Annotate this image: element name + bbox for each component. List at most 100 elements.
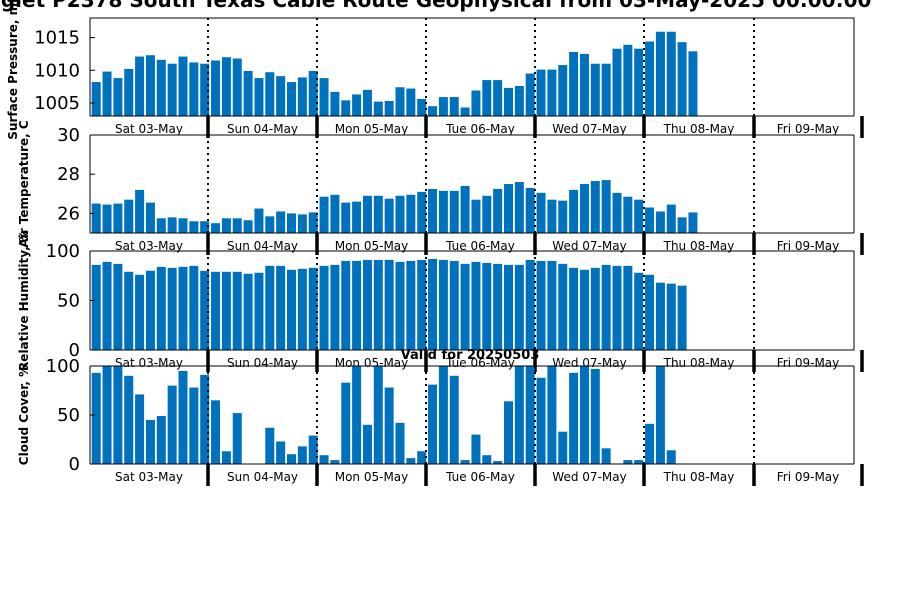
bar [547, 260, 557, 350]
bar [504, 401, 513, 464]
bar [189, 62, 199, 116]
bar [200, 374, 210, 464]
bar [655, 211, 665, 233]
chart-subtitle: Valid for 20250503 [401, 348, 540, 363]
bar [558, 431, 568, 464]
bar [362, 424, 372, 464]
bar [91, 372, 101, 464]
x-tick-label: Tue 06-May [445, 122, 515, 136]
y-tick-label: 0 [69, 340, 80, 361]
x-tick-label: Mon 05-May [335, 470, 409, 484]
x-tick-label: Thu 08-May [663, 356, 735, 370]
bar [341, 100, 351, 116]
bar [634, 272, 644, 350]
y-tick-label: 30 [57, 125, 80, 146]
bar [308, 267, 318, 350]
bar [341, 202, 351, 233]
bar [319, 455, 329, 464]
y-tick-label: 1010 [34, 60, 80, 81]
bar [666, 450, 676, 464]
bar [666, 283, 676, 350]
bar [189, 387, 199, 464]
bar [276, 441, 286, 464]
x-tick-label: Sat 03-May [115, 239, 183, 253]
bar [536, 377, 546, 464]
bar [124, 68, 134, 116]
y-tick-label: 100 [46, 356, 80, 377]
bar [449, 97, 459, 116]
bar [406, 260, 416, 350]
bar [655, 282, 665, 350]
bar [221, 57, 231, 116]
bar [102, 71, 112, 116]
bar [493, 80, 503, 116]
bar [178, 370, 188, 464]
bar [504, 87, 513, 116]
bar [525, 73, 535, 116]
bar [655, 366, 665, 464]
bar [579, 184, 589, 233]
bar [297, 268, 307, 350]
bar [536, 69, 546, 116]
x-tick-label: Thu 08-May [663, 239, 735, 253]
bar [688, 212, 698, 233]
bar [471, 434, 481, 464]
bar [655, 31, 665, 116]
bar [666, 204, 676, 233]
x-tick-label: Sat 03-May [115, 470, 183, 484]
bar [612, 48, 622, 116]
x-tick-label: Wed 07-May [552, 239, 626, 253]
bar [308, 212, 318, 233]
bar [417, 191, 427, 233]
bar [438, 259, 448, 350]
bar [232, 218, 242, 233]
panels-layer: 1005 1010 1015 Sat 03-May Sun 04-May Mon 05-M… [6, 0, 864, 486]
bar [569, 51, 579, 116]
bar [612, 265, 622, 350]
bar [525, 187, 535, 233]
bar [504, 184, 513, 233]
bar [590, 368, 600, 464]
bar [579, 366, 589, 464]
bar [135, 394, 145, 464]
bar [569, 267, 579, 350]
bar [677, 42, 687, 116]
bar [167, 217, 177, 233]
x-tick-label: Sat 03-May [115, 356, 183, 370]
bar [645, 274, 655, 350]
bar [482, 80, 492, 116]
bar [590, 181, 600, 233]
bar [449, 375, 459, 464]
bar [362, 89, 372, 116]
bar [362, 259, 372, 350]
bar [330, 264, 340, 350]
bar [265, 265, 275, 350]
bar [232, 58, 242, 116]
bar [167, 385, 177, 464]
bar [536, 260, 546, 350]
bar [211, 223, 221, 233]
bar [688, 51, 698, 116]
y-tick-label: 28 [57, 164, 80, 185]
bar [243, 70, 253, 116]
bar [189, 265, 199, 350]
bar [352, 260, 362, 350]
bar [395, 422, 405, 464]
bar [395, 261, 405, 350]
bar [623, 460, 633, 464]
bar [124, 375, 134, 464]
bar [601, 264, 611, 350]
bar [579, 269, 589, 350]
bar [319, 265, 329, 350]
bar [645, 207, 655, 233]
bar [449, 190, 459, 233]
bar [362, 195, 372, 233]
bar [623, 196, 633, 233]
bar [297, 446, 307, 464]
bar [493, 461, 503, 464]
bar [569, 189, 579, 233]
bar [471, 261, 481, 350]
bar [276, 76, 286, 116]
x-tick-label: Fri 09-May [777, 122, 840, 136]
bar [91, 203, 101, 233]
